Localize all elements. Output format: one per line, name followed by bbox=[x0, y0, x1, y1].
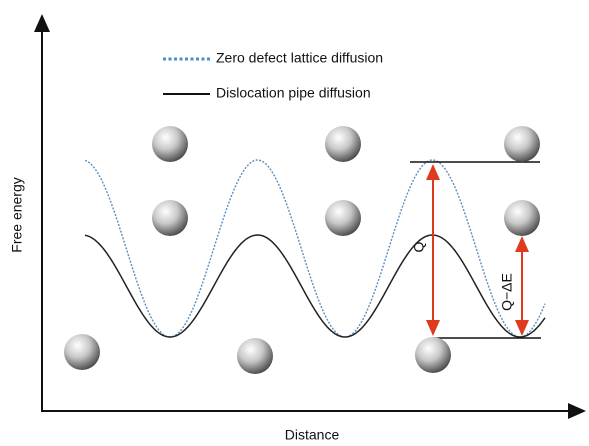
q-label: Q bbox=[411, 241, 427, 252]
y-axis-label: Free energy bbox=[9, 177, 25, 252]
pipe-curve bbox=[84, 234, 546, 338]
lattice-curve bbox=[84, 159, 546, 338]
atom bbox=[504, 200, 540, 236]
legend-label: Zero defect lattice diffusion bbox=[216, 50, 383, 66]
atoms bbox=[64, 126, 540, 374]
legend-label: Dislocation pipe diffusion bbox=[216, 85, 371, 101]
atom bbox=[152, 126, 188, 162]
atom bbox=[325, 200, 361, 236]
atom bbox=[504, 126, 540, 162]
x-axis-label: Distance bbox=[285, 427, 340, 443]
q-delta-label: Q−ΔE bbox=[499, 273, 515, 311]
atom bbox=[325, 126, 361, 162]
atom bbox=[237, 338, 273, 374]
atom bbox=[415, 337, 451, 373]
atom bbox=[152, 200, 188, 236]
atom bbox=[64, 334, 100, 370]
